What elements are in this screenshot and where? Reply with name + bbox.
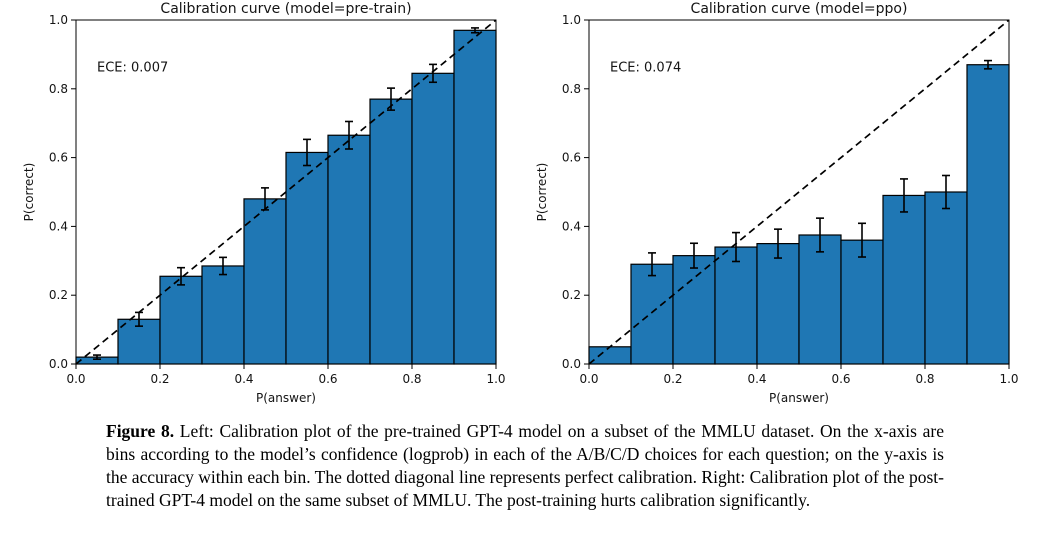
y-axis-label: P(correct)	[22, 163, 36, 222]
x-tick-label: 1.0	[486, 372, 505, 386]
x-tick-label: 0.4	[747, 372, 766, 386]
x-tick-label: 0.2	[150, 372, 169, 386]
figure-caption-text: Left: Calibration plot of the pre-traine…	[106, 421, 944, 510]
diagonal-line	[75, 19, 497, 365]
ece-annotation: ECE: 0.074	[610, 61, 681, 76]
x-tick-label: 0.6	[831, 372, 850, 386]
calibration-chart-ppo-svg: 0.0 0.2 0.4 0.6 0.8 1.0 0.0 0.2 0.4 0.6 0.8 1.0 Cali…	[535, 1, 1019, 405]
diagonal-line	[588, 19, 1010, 365]
y-axis-label: P(correct)	[535, 163, 549, 222]
x-axis-label: P(answer)	[256, 391, 316, 405]
bar	[243, 198, 287, 365]
x-tick-label: 1.0	[999, 372, 1018, 386]
plot-border	[588, 19, 1010, 365]
x-tick-label: 0.2	[663, 372, 682, 386]
y-tick-label: 1.0	[49, 13, 68, 27]
y-tick-label: 0.2	[49, 288, 68, 302]
bar	[201, 265, 245, 365]
y-tick-label: 0.4	[49, 219, 68, 233]
ece-annotation: ECE: 0.007	[97, 61, 168, 76]
calibration-chart-pretrain: 0.0 0.2 0.4 0.6 0.8 1.0 0.0 0.2 0.4 0.6 0.8 1.0 Cali…	[0, 0, 527, 415]
bar	[630, 263, 674, 365]
calibration-chart-ppo: 0.0 0.2 0.4 0.6 0.8 1.0 0.0 0.2 0.4 0.6 0.8 1.0 Cali…	[513, 0, 1040, 415]
x-axis-label: P(answer)	[769, 391, 829, 405]
y-tick-label: 1.0	[562, 13, 581, 27]
x-tick-label: 0.8	[915, 372, 934, 386]
bar	[588, 346, 632, 365]
plot-border	[75, 19, 497, 365]
bar	[285, 151, 329, 365]
y-tick-label: 0.0	[562, 357, 581, 371]
bar	[672, 255, 716, 365]
y-tick-label: 0.8	[49, 82, 68, 96]
bar	[840, 239, 884, 365]
bar	[327, 134, 371, 365]
bar	[453, 29, 497, 365]
y-tick-label: 0.4	[562, 219, 581, 233]
chart-title: Calibration curve (model=ppo)	[691, 1, 908, 17]
y-tick-label: 0.6	[562, 151, 581, 165]
bar	[756, 243, 800, 365]
bar	[714, 246, 758, 365]
x-tick-label: 0.8	[402, 372, 421, 386]
y-tick-label: 0.2	[562, 288, 581, 302]
y-tick-label: 0.0	[49, 357, 68, 371]
x-tick-label: 0.0	[579, 372, 598, 386]
figure-caption: Figure 8. Left: Calibration plot of the …	[106, 420, 944, 512]
bar	[882, 194, 926, 365]
x-tick-label: 0.0	[66, 372, 85, 386]
bar	[369, 98, 413, 365]
y-tick-label: 0.8	[562, 82, 581, 96]
figure-caption-label: Figure 8.	[106, 421, 175, 441]
bar	[924, 191, 968, 365]
chart-title: Calibration curve (model=pre-train)	[160, 1, 411, 17]
x-tick-label: 0.4	[234, 372, 253, 386]
x-tick-label: 0.6	[318, 372, 337, 386]
bar	[966, 64, 1010, 365]
bar	[411, 72, 455, 365]
calibration-chart-pretrain-svg: 0.0 0.2 0.4 0.6 0.8 1.0 0.0 0.2 0.4 0.6 0.8 1.0 Cali…	[22, 1, 506, 405]
y-tick-label: 0.6	[49, 151, 68, 165]
bar	[798, 234, 842, 365]
